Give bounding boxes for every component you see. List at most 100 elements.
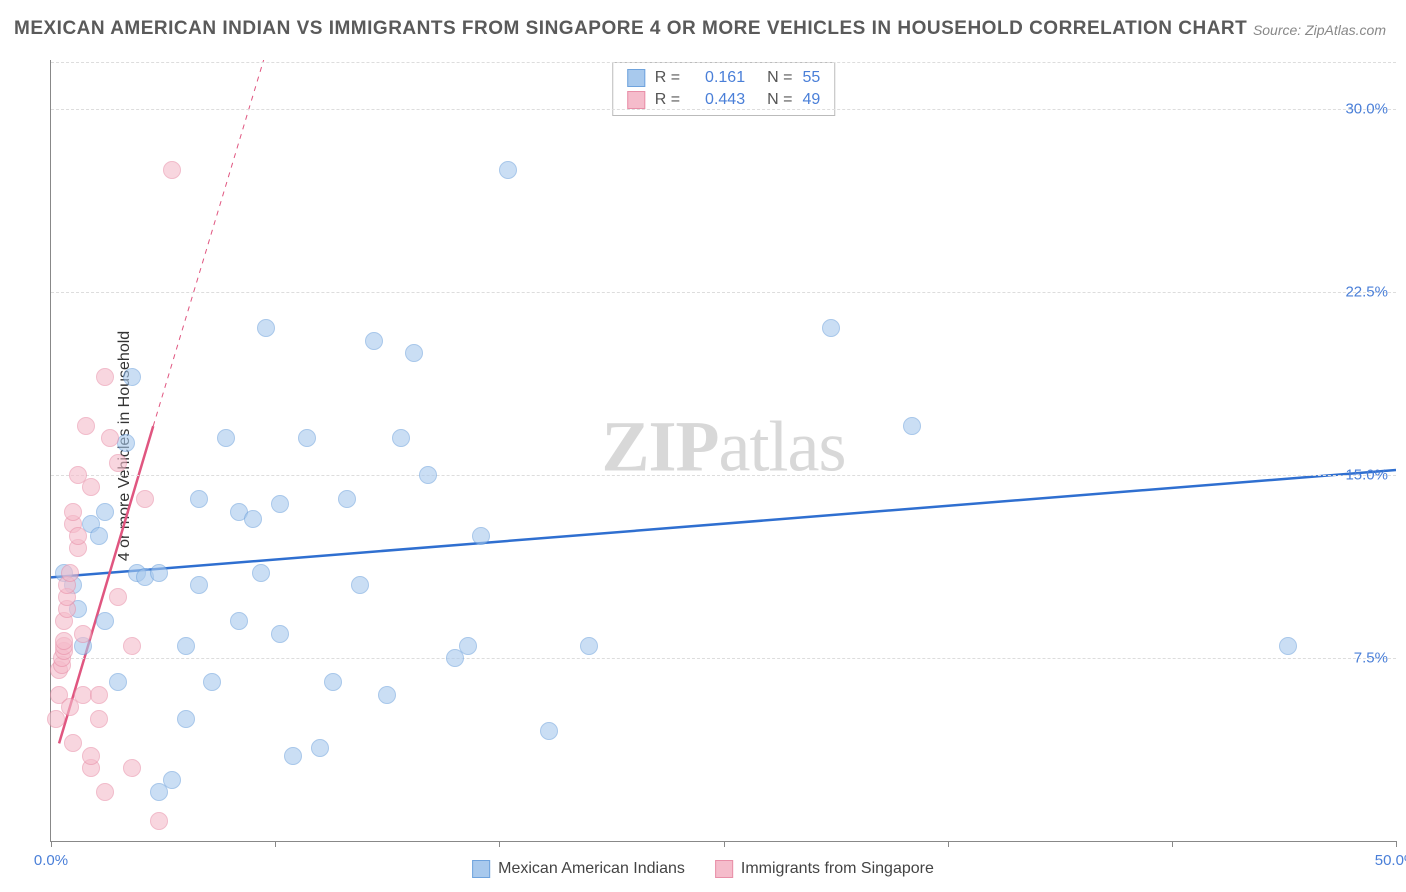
data-point	[96, 612, 114, 630]
data-point	[163, 771, 181, 789]
legend-swatch	[472, 860, 490, 878]
data-point	[252, 564, 270, 582]
x-tick-label: 0.0%	[34, 852, 68, 869]
data-point	[96, 783, 114, 801]
data-point	[271, 495, 289, 513]
data-point	[177, 637, 195, 655]
legend-label: Immigrants from Singapore	[741, 860, 934, 878]
legend-swatch	[627, 91, 645, 109]
x-tick	[1172, 841, 1173, 847]
x-tick	[275, 841, 276, 847]
data-point	[96, 368, 114, 386]
data-point	[365, 332, 383, 350]
y-tick-label: 7.5%	[1354, 649, 1388, 666]
gridline	[51, 292, 1396, 293]
data-point	[284, 747, 302, 765]
legend-r-value: 0.443	[690, 91, 745, 109]
legend-r-label: R =	[655, 69, 680, 87]
gridline	[51, 475, 1396, 476]
source-attribution: Source: ZipAtlas.com	[1253, 22, 1386, 38]
series-legend: Mexican American Indians Immigrants from …	[472, 860, 934, 878]
legend-n-label: N =	[767, 69, 792, 87]
x-tick-label: 50.0%	[1375, 852, 1406, 869]
data-point	[217, 429, 235, 447]
trend-lines-layer	[51, 60, 1396, 841]
legend-row: R = 0.161 N = 55	[613, 67, 834, 89]
data-point	[1279, 637, 1297, 655]
x-tick	[1396, 841, 1397, 847]
data-point	[177, 710, 195, 728]
data-point	[298, 429, 316, 447]
data-point	[190, 576, 208, 594]
data-point	[271, 625, 289, 643]
legend-swatch	[627, 69, 645, 87]
data-point	[109, 454, 127, 472]
legend-n-label: N =	[767, 91, 792, 109]
data-point	[77, 417, 95, 435]
data-point	[190, 490, 208, 508]
legend-item: Mexican American Indians	[472, 860, 685, 878]
data-point	[378, 686, 396, 704]
data-point	[459, 637, 477, 655]
gridline	[51, 658, 1396, 659]
data-point	[419, 466, 437, 484]
data-point	[90, 686, 108, 704]
data-point	[117, 434, 135, 452]
legend-label: Mexican American Indians	[498, 860, 685, 878]
data-point	[55, 632, 73, 650]
data-point	[101, 429, 119, 447]
chart-title: MEXICAN AMERICAN INDIAN VS IMMIGRANTS FR…	[14, 18, 1247, 40]
data-point	[230, 612, 248, 630]
data-point	[405, 344, 423, 362]
data-point	[61, 564, 79, 582]
data-point	[109, 673, 127, 691]
data-point	[74, 625, 92, 643]
data-point	[123, 759, 141, 777]
data-point	[90, 527, 108, 545]
data-point	[351, 576, 369, 594]
data-point	[244, 510, 262, 528]
data-point	[69, 527, 87, 545]
data-point	[123, 368, 141, 386]
data-point	[136, 490, 154, 508]
data-point	[540, 722, 558, 740]
y-tick-label: 15.0%	[1345, 466, 1388, 483]
data-point	[822, 319, 840, 337]
data-point	[64, 734, 82, 752]
x-tick	[499, 841, 500, 847]
y-tick-label: 30.0%	[1345, 100, 1388, 117]
data-point	[311, 739, 329, 757]
gridline	[51, 109, 1396, 110]
legend-r-value: 0.161	[690, 69, 745, 87]
data-point	[150, 564, 168, 582]
legend-item: Immigrants from Singapore	[715, 860, 934, 878]
data-point	[392, 429, 410, 447]
data-point	[123, 637, 141, 655]
data-point	[499, 161, 517, 179]
data-point	[257, 319, 275, 337]
data-point	[150, 812, 168, 830]
data-point	[82, 747, 100, 765]
data-point	[324, 673, 342, 691]
data-point	[64, 503, 82, 521]
x-tick	[724, 841, 725, 847]
data-point	[96, 503, 114, 521]
data-point	[338, 490, 356, 508]
legend-r-label: R =	[655, 91, 680, 109]
legend-n-value: 49	[802, 91, 820, 109]
data-point	[203, 673, 221, 691]
data-point	[472, 527, 490, 545]
data-point	[580, 637, 598, 655]
y-tick-label: 22.5%	[1345, 283, 1388, 300]
data-point	[903, 417, 921, 435]
gridline	[51, 62, 1396, 63]
x-tick	[51, 841, 52, 847]
x-tick	[948, 841, 949, 847]
data-point	[163, 161, 181, 179]
data-point	[90, 710, 108, 728]
data-point	[109, 588, 127, 606]
plot-area: ZIPatlas R =0.161N =55R =0.443N =49 7.5%…	[50, 60, 1396, 842]
legend-n-value: 55	[802, 69, 820, 87]
data-point	[82, 478, 100, 496]
legend-row: R = 0.443 N = 49	[613, 89, 834, 111]
